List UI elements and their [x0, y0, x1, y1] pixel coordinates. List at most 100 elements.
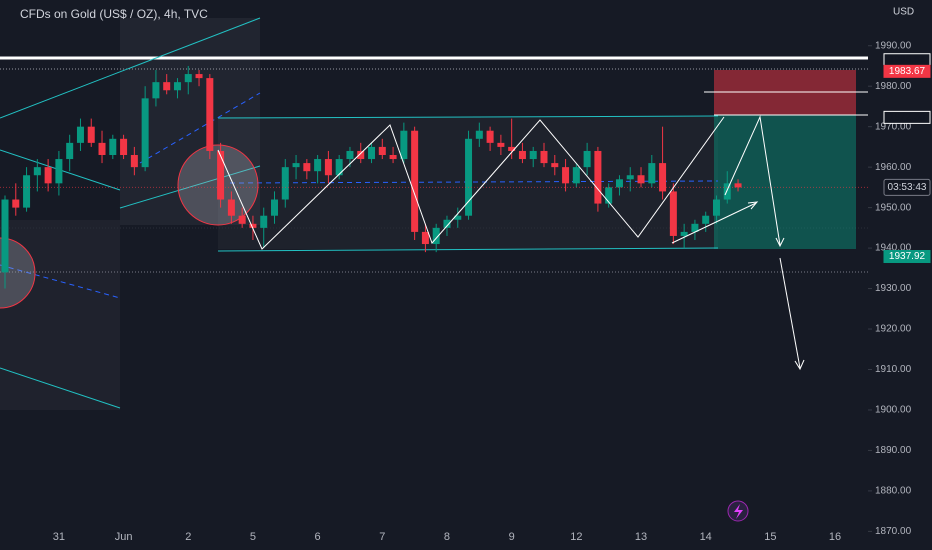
price-badge: [883, 250, 931, 264]
channel-mid: [0, 92, 719, 299]
countdown: 03:53:43: [888, 182, 927, 193]
candle-body: [152, 82, 160, 99]
y-tick-label: 1910.00: [875, 364, 912, 375]
candle-body: [518, 150, 526, 160]
candle-body: [44, 167, 52, 184]
price-badge-label: 1986.54: [889, 54, 926, 65]
x-tick-label: 9: [509, 531, 515, 543]
candle-body: [324, 159, 332, 176]
candle-body: [292, 163, 300, 168]
icon[interactable]: [734, 504, 743, 519]
x-tick-label: 5: [250, 531, 256, 543]
candle-body: [529, 150, 537, 160]
x-tick-label: 16: [829, 531, 841, 543]
price-badge-label: 1972.30: [889, 112, 926, 123]
candle-body: [432, 227, 440, 245]
x-tick-label: 13: [635, 531, 647, 543]
candle-body: [120, 138, 128, 156]
shade: [0, 220, 120, 410]
y-tick-label: 1980.00: [875, 81, 912, 92]
y-tick-label: 1920.00: [875, 324, 912, 335]
candle-body: [66, 142, 74, 160]
candle-body: [583, 150, 591, 168]
y-tick-label: 1870.00: [875, 526, 912, 537]
candle-body: [33, 167, 41, 176]
price-badge: [883, 64, 931, 78]
candle-body: [497, 142, 505, 147]
target-zone: [714, 115, 856, 249]
axis-labels: 1990.00 1980.00 1970.00 1960.00 1950.00 1940.…: [53, 40, 912, 543]
x-tick-label: 8: [444, 531, 450, 543]
y-tick-label: 1990.00: [875, 40, 912, 51]
candle-body: [594, 150, 602, 204]
candle-body: [475, 130, 483, 139]
candle-body: [346, 150, 354, 160]
y-tick-label: 1900.00: [875, 405, 912, 416]
candle-body: [680, 231, 688, 236]
candle-body: [195, 74, 203, 79]
highlight-circle: [0, 237, 36, 309]
candle-body: [23, 175, 31, 208]
candle-body: [314, 159, 322, 172]
candle-body: [271, 199, 278, 216]
y-tick-label: 1880.00: [875, 486, 912, 497]
x-tick-label: 12: [570, 531, 582, 543]
candle-body: [368, 146, 376, 160]
candle-body: [734, 183, 742, 188]
candles: [0, 65, 868, 289]
x-tick-label: 2: [185, 531, 191, 543]
candle-body: [303, 163, 311, 172]
candle-body: [260, 215, 268, 228]
candle-body: [281, 167, 289, 200]
price-badge: [883, 110, 931, 124]
candle-body: [238, 215, 246, 224]
currency: USD: [893, 7, 914, 18]
candle-body: [206, 78, 214, 151]
candle-body: [659, 163, 667, 192]
candle-body: [184, 74, 192, 83]
y-tick-label: 1890.00: [875, 445, 912, 456]
price-badge-label: 1937.92: [889, 251, 926, 262]
candle-body: [465, 138, 473, 216]
candle-body: [669, 191, 677, 236]
price-axis: [868, 0, 932, 550]
candle-body: [443, 219, 451, 228]
candle-body: [540, 150, 548, 164]
candle-body: [378, 146, 386, 156]
candle-body: [1, 199, 9, 273]
price-badge-label: 1983.67: [889, 66, 926, 77]
candle-body: [702, 215, 710, 224]
countdown-box: [883, 178, 931, 196]
x-tick-label: 14: [700, 531, 712, 543]
candle-body: [98, 142, 106, 156]
x-tick-label: 31: [53, 531, 65, 543]
candle-body: [454, 215, 462, 220]
x-tick-label: 7: [379, 531, 385, 543]
y-tick-label: 1950.00: [875, 202, 912, 213]
candle-body: [421, 231, 429, 245]
projection: [217, 115, 805, 371]
candle-body: [626, 175, 634, 180]
candle-body: [615, 179, 623, 188]
y-tick-label: 1930.00: [875, 283, 912, 294]
candle-body: [411, 130, 419, 232]
candle-body: [486, 130, 494, 143]
candle-body: [335, 159, 343, 176]
candle-body: [130, 155, 138, 168]
chart-title: CFDs on Gold (US$ / OZ), 4h, TVC: [20, 7, 208, 21]
candle-body: [400, 130, 408, 160]
candle-body: [691, 223, 699, 232]
y-tick-label: 1960.00: [875, 162, 912, 173]
candle-body: [389, 155, 397, 160]
candle-body: [109, 138, 117, 156]
candle-body: [217, 150, 225, 200]
candle-body: [249, 223, 257, 228]
candle-body: [572, 167, 580, 184]
candle-body: [163, 82, 171, 91]
candle-body: [562, 167, 570, 184]
y-tick-label: 1970.00: [875, 121, 912, 132]
x-tick-label: 6: [315, 531, 321, 543]
candle-body: [551, 163, 559, 168]
